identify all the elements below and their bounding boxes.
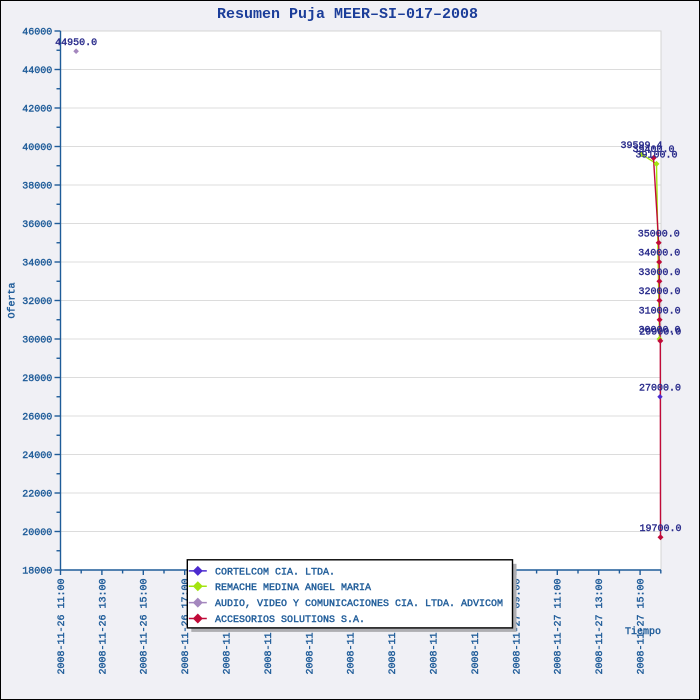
svg-text:Resumen Puja MEER–SI–017–2008: Resumen Puja MEER–SI–017–2008 xyxy=(217,6,478,23)
svg-text:36000: 36000 xyxy=(22,220,52,231)
svg-text:34000.0: 34000.0 xyxy=(638,249,680,260)
svg-text:26000: 26000 xyxy=(22,413,52,424)
svg-text:28000: 28000 xyxy=(22,374,52,385)
svg-text:46000: 46000 xyxy=(22,28,52,39)
svg-text:44950.0: 44950.0 xyxy=(55,38,97,49)
svg-text:AUDIO, VIDEO Y COMUNICACIONES: AUDIO, VIDEO Y COMUNICACIONES CIA. LTDA.… xyxy=(215,599,503,610)
svg-text:24000: 24000 xyxy=(22,451,52,462)
svg-text:39100.0: 39100.0 xyxy=(635,151,677,162)
svg-text:39400.0: 39400.0 xyxy=(632,145,674,156)
svg-text:18000: 18000 xyxy=(22,567,52,578)
svg-text:33000.0: 33000.0 xyxy=(638,268,680,279)
svg-text:20000: 20000 xyxy=(22,528,52,539)
svg-text:34000: 34000 xyxy=(22,259,52,270)
svg-text:2008-11-27 11:00: 2008-11-27 11:00 xyxy=(554,579,565,675)
svg-text:27000.0: 27000.0 xyxy=(639,383,681,394)
svg-text:44000: 44000 xyxy=(22,66,52,77)
svg-text:31000.0: 31000.0 xyxy=(639,306,681,317)
svg-text:ACCESORIOS SOLUTIONS S.A.: ACCESORIOS SOLUTIONS S.A. xyxy=(215,615,365,626)
svg-text:42000: 42000 xyxy=(22,105,52,116)
svg-text:39599.4: 39599.4 xyxy=(620,141,662,152)
svg-text:Tiempo: Tiempo xyxy=(625,626,661,638)
svg-text:38000: 38000 xyxy=(22,182,52,193)
svg-text:2008-11-26 17:00: 2008-11-26 17:00 xyxy=(181,579,192,675)
svg-text:CORTELCOM CIA. LTDA.: CORTELCOM CIA. LTDA. xyxy=(215,567,335,578)
svg-text:35000.0: 35000.0 xyxy=(638,229,680,240)
svg-text:29900.0: 29900.0 xyxy=(639,328,681,339)
svg-text:32000: 32000 xyxy=(22,297,52,308)
svg-text:2008-11-26 15:00: 2008-11-26 15:00 xyxy=(140,579,151,675)
svg-text:32000.0: 32000.0 xyxy=(638,287,680,298)
svg-text:19700.0: 19700.0 xyxy=(639,524,681,535)
svg-text:2008-11-27 09:00: 2008-11-27 09:00 xyxy=(512,579,523,675)
svg-text:30000: 30000 xyxy=(22,336,52,347)
svg-text:2008-11-27 15:00: 2008-11-27 15:00 xyxy=(637,579,648,675)
svg-text:2008-11-26 13:00: 2008-11-26 13:00 xyxy=(98,579,109,675)
svg-text:2008-11-26 11:00: 2008-11-26 11:00 xyxy=(57,579,68,675)
svg-text:REMACHE MEDINA ANGEL MARIA: REMACHE MEDINA ANGEL MARIA xyxy=(215,583,371,594)
svg-text:40000: 40000 xyxy=(22,143,52,154)
svg-text:2008-11-27 13:00: 2008-11-27 13:00 xyxy=(595,579,606,675)
svg-text:Oferta: Oferta xyxy=(7,282,19,318)
svg-text:30000.0: 30000.0 xyxy=(638,326,680,337)
svg-text:22000: 22000 xyxy=(22,490,52,501)
